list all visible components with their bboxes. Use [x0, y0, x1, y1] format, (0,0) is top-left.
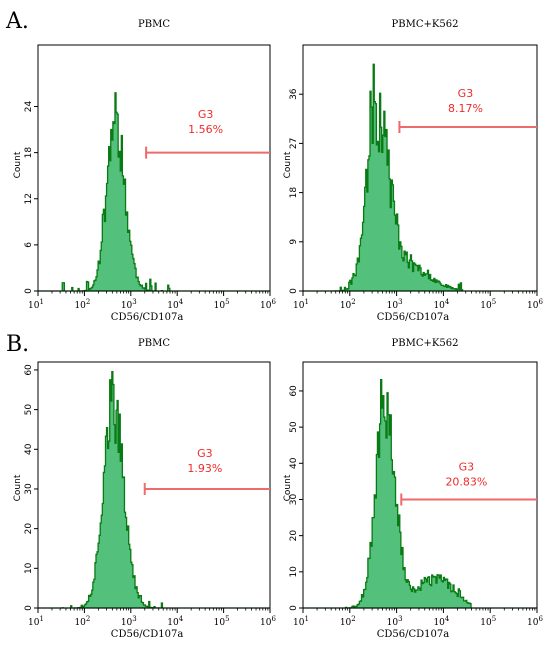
gate-name: G3	[458, 87, 474, 100]
x-tick-label: 103	[387, 298, 403, 311]
x-axis-label: CD56/CD107a	[111, 629, 184, 640]
x-tick-label: 104	[433, 298, 449, 311]
chart-title: PBMC	[138, 338, 170, 349]
x-tick-label: 104	[167, 298, 183, 311]
y-axis-label: Count	[283, 474, 293, 501]
panel-label-b: B.	[6, 332, 29, 357]
x-tick-label: 101	[293, 298, 309, 311]
y-tick-label: 27	[289, 138, 299, 149]
x-tick-label: 102	[340, 615, 356, 628]
y-tick-label: 18	[289, 187, 299, 199]
histogram-distribution	[303, 378, 537, 609]
y-tick-label: 0	[289, 605, 299, 611]
y-axis-label: Count	[283, 151, 293, 178]
gate-name: G3	[459, 461, 475, 474]
x-tick-label: 102	[74, 615, 90, 628]
plot-frame	[302, 361, 538, 609]
gate-percentage: 8.17%	[448, 102, 483, 115]
y-tick-label: 20	[289, 530, 299, 542]
x-tick-label: 103	[387, 615, 403, 628]
x-tick-label: 106	[527, 615, 543, 628]
chart-title: PBMC+K562	[392, 338, 459, 349]
y-tick-label: 40	[289, 457, 299, 469]
x-tick-label: 105	[214, 298, 230, 311]
y-tick-label: 18	[24, 147, 34, 159]
gate-percentage: 1.56%	[188, 123, 223, 136]
y-tick-label: 30	[24, 483, 34, 495]
y-tick-label: 10	[289, 566, 299, 578]
y-tick-label: 0	[289, 288, 299, 294]
y-tick-label: 36	[289, 88, 299, 100]
y-tick-label: 60	[289, 385, 299, 397]
x-tick-label: 105	[480, 615, 496, 628]
x-axis-label: CD56/CD107a	[111, 312, 184, 323]
y-tick-label: 30	[289, 493, 299, 505]
histogram-panel-4: PBMC+K562 0 10 20 30 40 50 60 Count 101 102 103 104 1…	[283, 338, 543, 640]
chart-title: PBMC+K562	[392, 19, 459, 30]
y-tick-label: 20	[24, 523, 34, 535]
x-tick-label: 101	[293, 615, 309, 628]
plot-frame	[302, 44, 538, 292]
y-tick-label: 6	[24, 242, 34, 248]
y-tick-label: 40	[24, 443, 34, 455]
x-tick-label: 102	[74, 298, 90, 311]
x-tick-label: 106	[260, 615, 276, 628]
x-tick-label: 103	[121, 298, 137, 311]
y-tick-label: 0	[24, 605, 34, 611]
y-axis-label: Count	[13, 151, 23, 178]
y-tick-label: 0	[24, 288, 34, 294]
plot-frame	[37, 44, 271, 292]
gate-name: G3	[198, 108, 214, 121]
x-tick-label: 101	[28, 615, 44, 628]
x-tick-label: 102	[340, 298, 356, 311]
x-tick-label: 105	[480, 298, 496, 311]
histogram-panel-3: PBMC 0 10 20 30 40 50 60 Count 101 102 103 104 105 106…	[13, 338, 276, 640]
plot-frame	[37, 361, 271, 609]
chart-title: PBMC	[138, 19, 170, 30]
histogram-distribution	[38, 92, 270, 292]
x-axis-label: CD56/CD107a	[377, 312, 450, 323]
x-tick-label: 104	[167, 615, 183, 628]
y-tick-label: 24	[24, 101, 34, 113]
y-tick-label: 50	[289, 421, 299, 433]
y-tick-label: 9	[289, 239, 299, 245]
x-tick-label: 101	[28, 298, 44, 311]
x-tick-label: 105	[214, 615, 230, 628]
panel-label-a: A.	[5, 9, 29, 34]
gate-percentage: 1.93%	[187, 462, 222, 475]
histogram-panel-2: PBMC+K562 0 9 18 27 36 Count 101 102 103 104 105 106…	[283, 19, 543, 323]
y-tick-label: 12	[24, 193, 34, 204]
x-tick-label: 106	[527, 298, 543, 311]
gate-name: G3	[197, 447, 213, 460]
x-axis-label: CD56/CD107a	[377, 629, 450, 640]
y-tick-label: 50	[24, 404, 34, 416]
histogram-distribution	[303, 63, 537, 292]
y-tick-label: 10	[24, 562, 34, 574]
x-tick-label: 103	[121, 615, 137, 628]
x-tick-label: 104	[433, 615, 449, 628]
gate-percentage: 20.83%	[445, 476, 487, 489]
y-tick-label: 60	[24, 364, 34, 376]
histogram-panel-1: PBMC 0 6 12 18 24 Count 101 102 103 104 105 106 CD56/…	[13, 19, 276, 323]
y-axis-label: Count	[13, 474, 23, 501]
x-tick-label: 106	[260, 298, 276, 311]
